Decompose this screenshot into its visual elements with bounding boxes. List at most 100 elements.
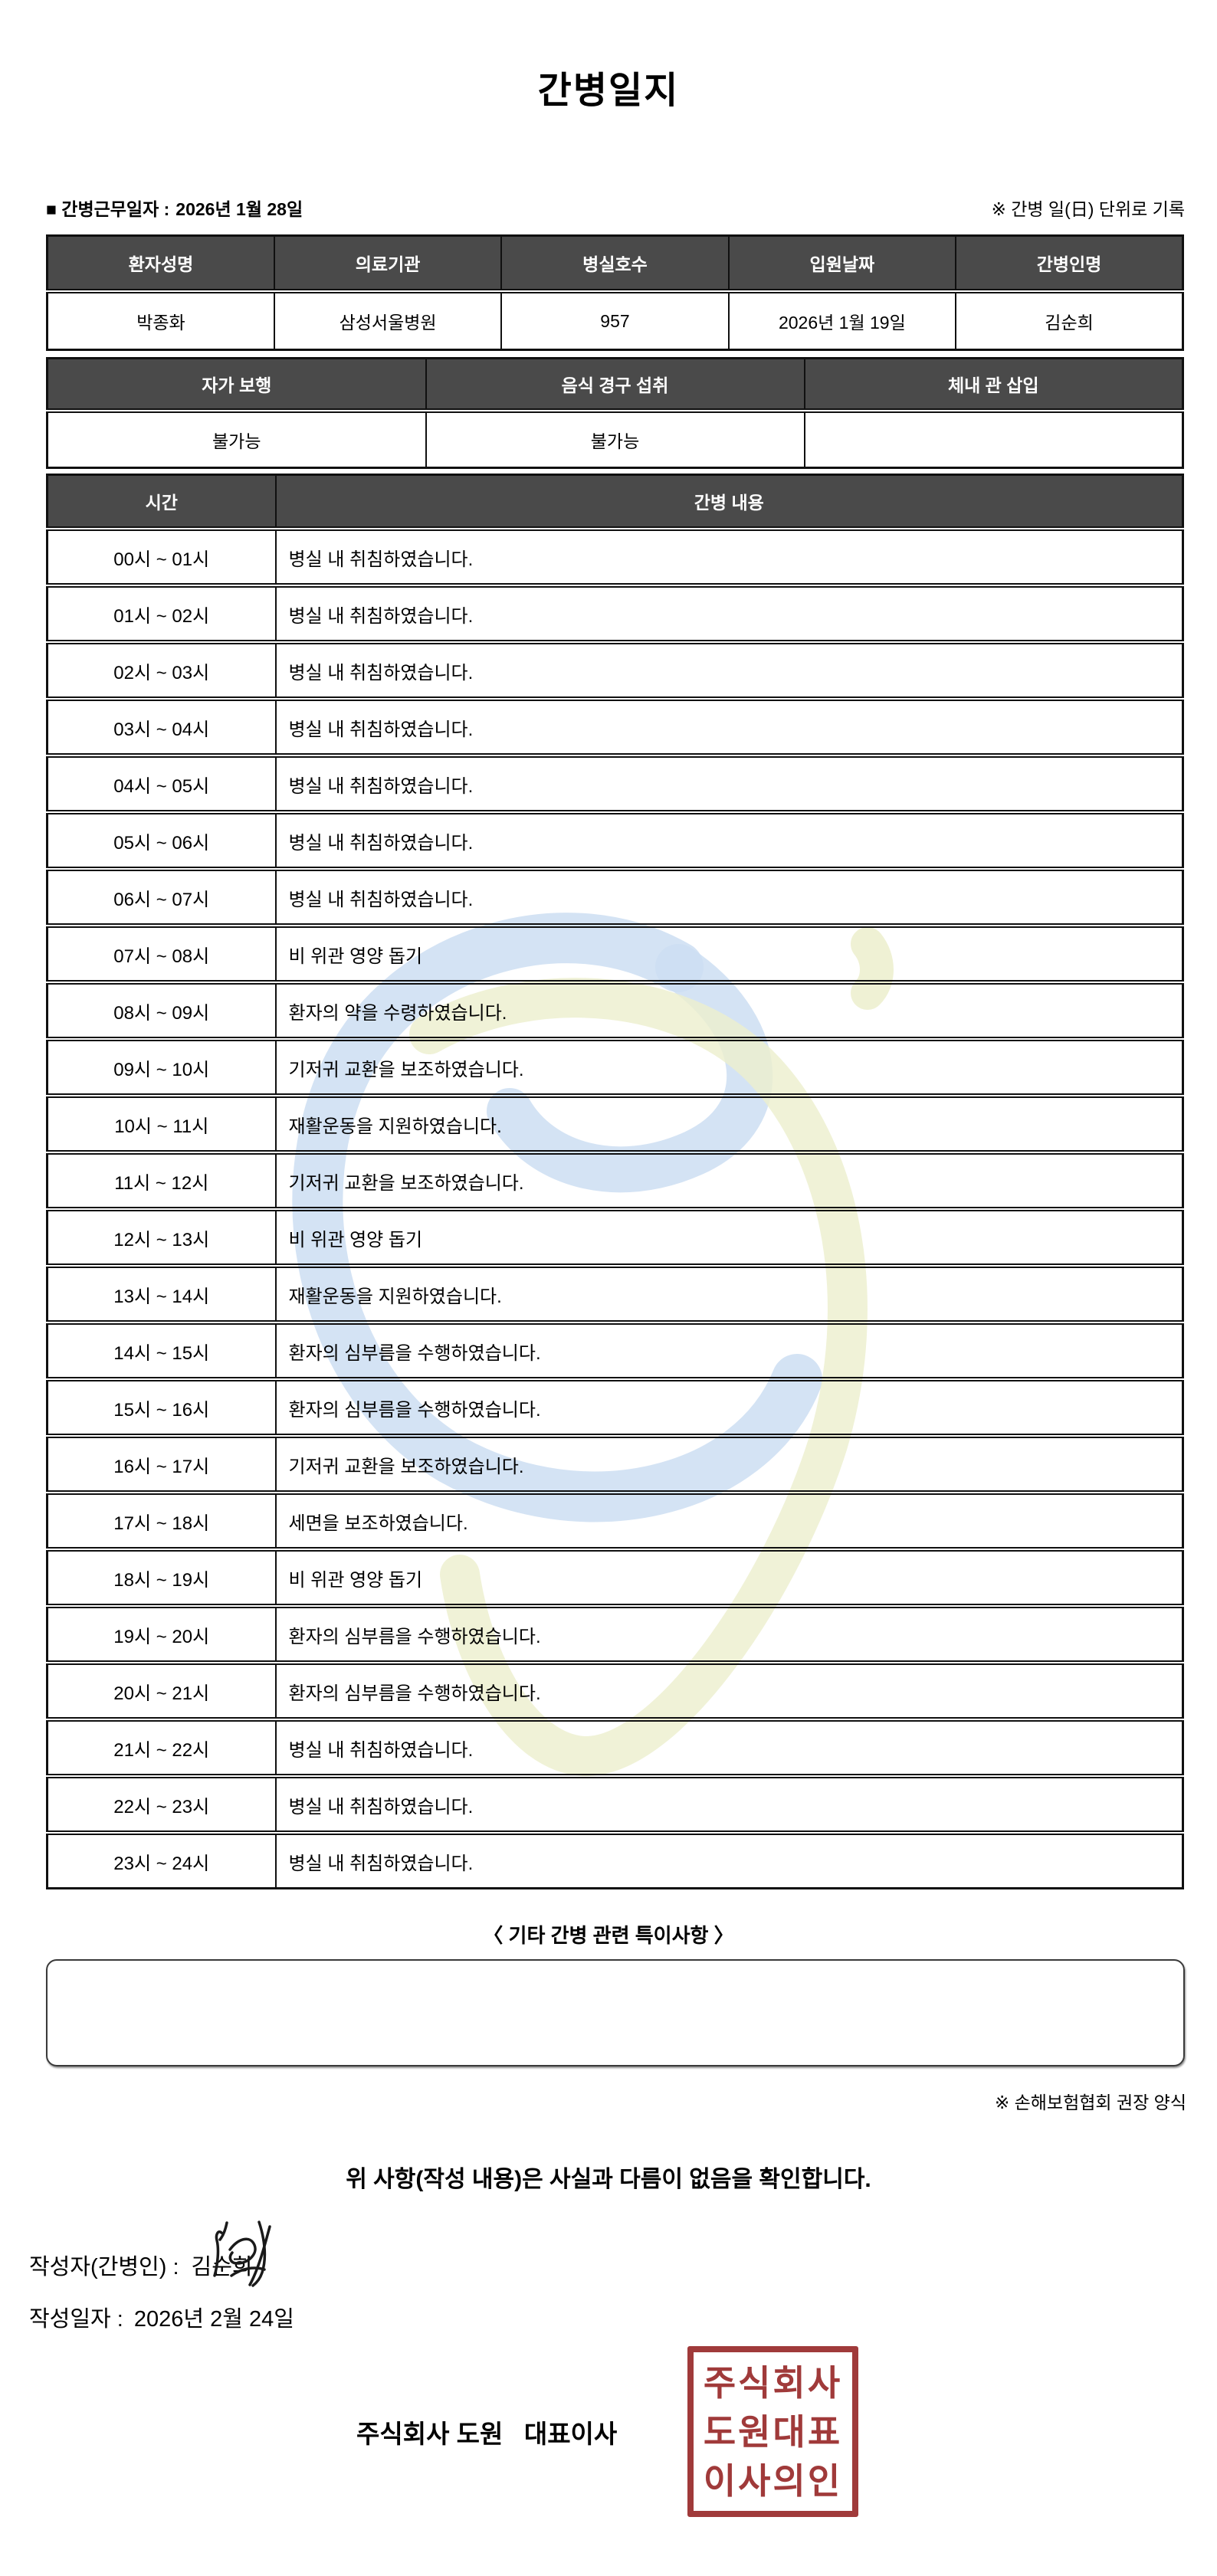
care-content-cell: 병실 내 취침하였습니다. — [274, 867, 1184, 926]
time-cell: 06시 ~ 07시 — [46, 867, 277, 926]
condition-value-cell: 불가능 — [46, 408, 427, 469]
patient-info-value-cell: 박종화 — [46, 289, 275, 351]
stamp-text-line: 이사의인 — [703, 2460, 843, 2501]
writer-line: 작성자(간병인) : 김순희 — [0, 2249, 1217, 2281]
work-date-value: 2026년 1월 28일 — [175, 199, 303, 219]
care-content-cell: 환자의 심부름을 수행하였습니다. — [274, 1320, 1184, 1380]
care-content-cell: 병실 내 취침하였습니다. — [274, 640, 1184, 700]
care-log-row: 10시 ~ 11시 재활운동을 지원하였습니다. — [46, 1093, 1184, 1153]
time-cell: 02시 ~ 03시 — [46, 640, 277, 700]
care-log-row: 05시 ~ 06시 병실 내 취침하였습니다. — [46, 810, 1184, 870]
condition-value-row: 불가능 불가능 — [46, 408, 1184, 469]
care-content-cell: 병실 내 취침하였습니다. — [274, 696, 1184, 756]
unit-note: ※ 간병 일(日) 단위로 기록 — [991, 199, 1185, 219]
care-log-row: 22시 ~ 23시 병실 내 취침하였습니다. — [46, 1774, 1184, 1834]
patient-info-value-cell: 957 — [500, 289, 730, 351]
care-log-row: 13시 ~ 14시 재활운동을 지원하였습니다. — [46, 1263, 1184, 1323]
page-title: 간병일지 — [537, 70, 680, 111]
patient-info-value-row: 박종화 삼성서울병원 957 2026년 1월 19일 김순희 — [46, 289, 1184, 351]
form-note: ※ 손해보험협회 권장 양식 — [994, 2093, 1186, 2112]
care-log-row: 20시 ~ 21시 환자의 심부름을 수행하였습니다. — [46, 1660, 1184, 1720]
care-content-cell: 세면을 보조하였습니다. — [274, 1490, 1184, 1550]
care-log-row: 21시 ~ 22시 병실 내 취침하였습니다. — [46, 1717, 1184, 1777]
patient-info-header-row: 환자성명 의료기관 병실호수 입원날짜 간병인명 — [46, 234, 1184, 292]
time-cell: 00시 ~ 01시 — [46, 526, 277, 586]
care-content-cell: 병실 내 취침하였습니다. — [274, 1774, 1184, 1834]
company-line: 주식회사 도원 대표이사 — [356, 2420, 618, 2448]
care-content-cell: 기저귀 교환을 보조하였습니다. — [274, 1150, 1184, 1210]
written-date-value: 2026년 2월 24일 — [133, 2307, 294, 2332]
confirmation-statement: 위 사항(작성 내용)은 사실과 다름이 없음을 확인합니다. — [346, 2167, 871, 2192]
time-cell: 20시 ~ 21시 — [46, 1660, 277, 1720]
care-content-cell: 병실 내 취침하였습니다. — [274, 526, 1184, 586]
written-date-label: 작성일자 : — [29, 2307, 123, 2332]
care-log-header-row: 시간 간병 내용 — [46, 474, 1184, 529]
care-content-cell: 기저귀 교환을 보조하였습니다. — [274, 1037, 1184, 1096]
time-cell: 16시 ~ 17시 — [46, 1434, 277, 1493]
patient-info-value-cell: 김순희 — [955, 289, 1184, 351]
care-log-row: 23시 ~ 24시 병실 내 취침하였습니다. — [46, 1830, 1184, 1889]
care-content-cell: 재활운동을 지원하였습니다. — [274, 1263, 1184, 1323]
care-log-body: 00시 ~ 01시 병실 내 취침하였습니다. 01시 ~ 02시 병실 내 취… — [46, 526, 1184, 1889]
written-date-line: 작성일자 : 2026년 2월 24일 — [0, 2301, 1217, 2333]
care-log-row: 12시 ~ 13시 비 위관 영양 돕기 — [46, 1207, 1184, 1267]
time-cell: 13시 ~ 14시 — [46, 1263, 277, 1323]
time-cell: 21시 ~ 22시 — [46, 1717, 277, 1777]
care-log-row: 17시 ~ 18시 세면을 보조하였습니다. — [46, 1490, 1184, 1550]
care-log-row: 14시 ~ 15시 환자의 심부름을 수행하였습니다. — [46, 1320, 1184, 1380]
care-log-row: 09시 ~ 10시 기저귀 교환을 보조하였습니다. — [46, 1037, 1184, 1096]
time-cell: 05시 ~ 06시 — [46, 810, 277, 870]
time-cell: 11시 ~ 12시 — [46, 1150, 277, 1210]
writer-label: 작성자(간병인) : — [29, 2255, 179, 2279]
care-content-cell: 환자의 심부름을 수행하였습니다. — [274, 1660, 1184, 1720]
patient-info-value-cell: 삼성서울병원 — [273, 289, 503, 351]
care-log-row: 16시 ~ 17시 기저귀 교환을 보조하였습니다. — [46, 1434, 1184, 1493]
document-content: 간병일지 ■ 간병근무일자 :2026년 1월 28일 ※ 간병 일(日) 단위… — [0, 70, 1217, 2333]
time-cell: 19시 ~ 20시 — [46, 1604, 277, 1663]
care-log-row: 03시 ~ 04시 병실 내 취침하였습니다. — [46, 696, 1184, 756]
time-cell: 12시 ~ 13시 — [46, 1207, 277, 1267]
care-content-cell: 환자의 약을 수령하였습니다. — [274, 980, 1184, 1040]
care-content-cell: 비 위관 영양 돕기 — [274, 923, 1184, 983]
condition-header-row: 자가 보행 음식 경구 섭취 체내 관 삽입 — [46, 357, 1184, 411]
care-log-row: 18시 ~ 19시 비 위관 영양 돕기 — [46, 1547, 1184, 1607]
patient-info-header-cell: 입원날짜 — [727, 234, 957, 292]
time-cell: 04시 ~ 05시 — [46, 753, 277, 813]
care-content-cell: 비 위관 영양 돕기 — [274, 1547, 1184, 1607]
time-cell: 14시 ~ 15시 — [46, 1320, 277, 1380]
time-cell: 23시 ~ 24시 — [46, 1830, 277, 1889]
care-log-row: 01시 ~ 02시 병실 내 취침하였습니다. — [46, 583, 1184, 643]
care-log-row: 19시 ~ 20시 환자의 심부름을 수행하였습니다. — [46, 1604, 1184, 1663]
notes-heading: 〈 기타 간병 관련 특이사항 〉 — [483, 1924, 734, 1947]
care-log-row: 08시 ~ 09시 환자의 약을 수령하였습니다. — [46, 980, 1184, 1040]
time-cell: 18시 ~ 19시 — [46, 1547, 277, 1607]
time-header-cell: 시간 — [46, 474, 277, 529]
care-content-cell: 환자의 심부름을 수행하였습니다. — [274, 1604, 1184, 1663]
time-cell: 09시 ~ 10시 — [46, 1037, 277, 1096]
patient-info-header-cell: 간병인명 — [955, 234, 1184, 292]
care-content-cell: 병실 내 취침하였습니다. — [274, 1830, 1184, 1889]
patient-info-header-cell: 의료기관 — [273, 234, 503, 292]
handwritten-signature — [213, 2220, 271, 2287]
time-cell: 15시 ~ 16시 — [46, 1377, 277, 1437]
care-content-cell: 환자의 심부름을 수행하였습니다. — [274, 1377, 1184, 1437]
work-date-label: ■ 간병근무일자 : — [46, 199, 170, 219]
patient-info-header-cell: 병실호수 — [500, 234, 730, 292]
care-log-row: 15시 ~ 16시 환자의 심부름을 수행하였습니다. — [46, 1377, 1184, 1437]
care-content-cell: 기저귀 교환을 보조하였습니다. — [274, 1434, 1184, 1493]
care-content-cell: 병실 내 취침하였습니다. — [274, 583, 1184, 643]
time-cell: 07시 ~ 08시 — [46, 923, 277, 983]
care-log-row: 02시 ~ 03시 병실 내 취침하였습니다. — [46, 640, 1184, 700]
stamp-text-line: 주식회사 — [703, 2362, 843, 2403]
care-log-row: 04시 ~ 05시 병실 내 취침하였습니다. — [46, 753, 1184, 813]
care-log-row: 11시 ~ 12시 기저귀 교환을 보조하였습니다. — [46, 1150, 1184, 1210]
notes-box — [46, 1959, 1185, 2066]
time-cell: 22시 ~ 23시 — [46, 1774, 277, 1834]
time-cell: 01시 ~ 02시 — [46, 583, 277, 643]
condition-header-cell: 음식 경구 섭취 — [425, 357, 805, 411]
time-cell: 03시 ~ 04시 — [46, 696, 277, 756]
care-content-cell: 병실 내 취침하였습니다. — [274, 753, 1184, 813]
condition-header-cell: 자가 보행 — [46, 357, 427, 411]
writer-name: 김순희 — [191, 2255, 253, 2279]
